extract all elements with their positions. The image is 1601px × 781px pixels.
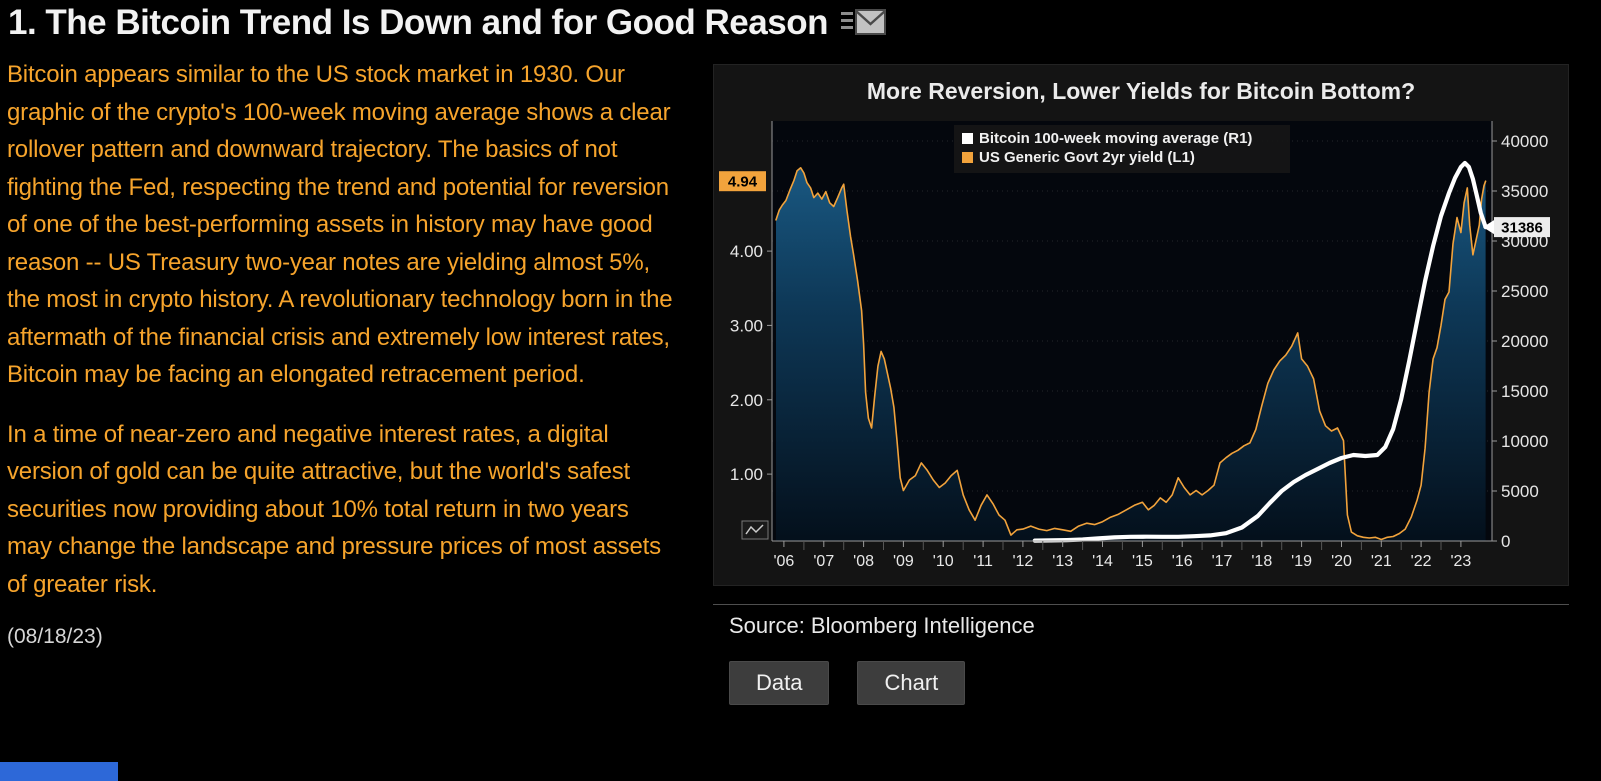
svg-text:US Generic Govt 2yr yield (L1): US Generic Govt 2yr yield (L1) — [979, 149, 1195, 166]
svg-text:1.00: 1.00 — [730, 465, 763, 484]
chart-title: More Reversion, Lower Yields for Bitcoin… — [866, 78, 1416, 104]
data-button[interactable]: Data — [729, 661, 830, 705]
svg-text:'23: '23 — [1450, 553, 1471, 570]
page-title: 1. The Bitcoin Trend Is Down and for Goo… — [8, 2, 828, 42]
x-axis: '06 '07 '08 '09 '10 '11 '12 '13 '14 '15 '16 '17 '18 '… — [773, 541, 1471, 570]
svg-text:'12: '12 — [1012, 553, 1033, 570]
svg-text:'18: '18 — [1251, 553, 1272, 570]
svg-text:'07: '07 — [813, 553, 834, 570]
svg-text:'13: '13 — [1052, 553, 1073, 570]
svg-text:35000: 35000 — [1501, 182, 1548, 201]
svg-text:40000: 40000 — [1501, 132, 1548, 151]
chart-column: More Reversion, Lower Yields for Bitcoin… — [713, 64, 1569, 705]
svg-text:5000: 5000 — [1501, 482, 1539, 501]
svg-text:'22: '22 — [1411, 553, 1432, 570]
article-body: Bitcoin appears similar to the US stock … — [7, 56, 679, 649]
svg-text:20000: 20000 — [1501, 332, 1548, 351]
svg-text:4.00: 4.00 — [730, 242, 763, 261]
svg-text:4.94: 4.94 — [728, 174, 758, 191]
right-current-value-badge: 31386 — [1483, 217, 1550, 238]
source-row: Source: Bloomberg Intelligence — [713, 604, 1569, 639]
svg-text:Bitcoin 100-week moving averag: Bitcoin 100-week moving average (R1) — [979, 130, 1252, 147]
svg-text:'17: '17 — [1212, 553, 1233, 570]
svg-text:'15: '15 — [1132, 553, 1153, 570]
left-current-value-badge: 4.94 — [719, 171, 766, 192]
svg-text:'20: '20 — [1331, 553, 1352, 570]
svg-text:'10: '10 — [933, 553, 954, 570]
button-row: Data Chart — [729, 661, 1569, 705]
svg-text:3.00: 3.00 — [730, 316, 763, 335]
svg-text:'14: '14 — [1092, 553, 1113, 570]
left-axis: 1.00 2.00 3.00 4.00 — [730, 242, 772, 484]
article-paragraph-1: Bitcoin appears similar to the US stock … — [7, 61, 673, 388]
svg-text:'21: '21 — [1371, 553, 1392, 570]
bitcoin-yield-chart-canvas[interactable]: 1.00 2.00 3.00 4.00 0 5000 10000 15000 20000 2500… — [714, 113, 1568, 583]
svg-text:'08: '08 — [853, 553, 874, 570]
article-paragraph-2: In a time of near-zero and negative inte… — [7, 420, 661, 598]
svg-text:15000: 15000 — [1501, 382, 1548, 401]
svg-text:25000: 25000 — [1501, 282, 1548, 301]
svg-text:2.00: 2.00 — [730, 391, 763, 410]
chart-button[interactable]: Chart — [857, 661, 966, 705]
series-area-0 — [776, 167, 1486, 542]
svg-text:'11: '11 — [973, 553, 993, 570]
legend: Bitcoin 100-week moving average (R1) US G… — [954, 125, 1290, 173]
series-line-0 — [775, 167, 1487, 541]
envelope-icon-graphic — [840, 9, 886, 35]
chart-panel: More Reversion, Lower Yields for Bitcoin… — [713, 64, 1569, 586]
svg-text:'06: '06 — [773, 553, 794, 570]
article-date: (08/18/23) — [7, 625, 103, 648]
source-label: Source: Bloomberg Intelligence — [729, 613, 1035, 638]
series-line-1 — [1032, 160, 1488, 543]
svg-text:10000: 10000 — [1501, 432, 1548, 451]
chart-tool-icon — [741, 520, 769, 540]
svg-text:31386: 31386 — [1501, 220, 1543, 237]
bottom-partial-element — [0, 762, 118, 781]
svg-text:0: 0 — [1501, 532, 1510, 551]
svg-text:'19: '19 — [1291, 553, 1312, 570]
svg-text:'16: '16 — [1172, 553, 1193, 570]
headline-row: 1. The Bitcoin Trend Is Down and for Goo… — [8, 2, 886, 43]
svg-text:'09: '09 — [893, 553, 914, 570]
newsletter-envelope-icon[interactable] — [840, 6, 886, 43]
